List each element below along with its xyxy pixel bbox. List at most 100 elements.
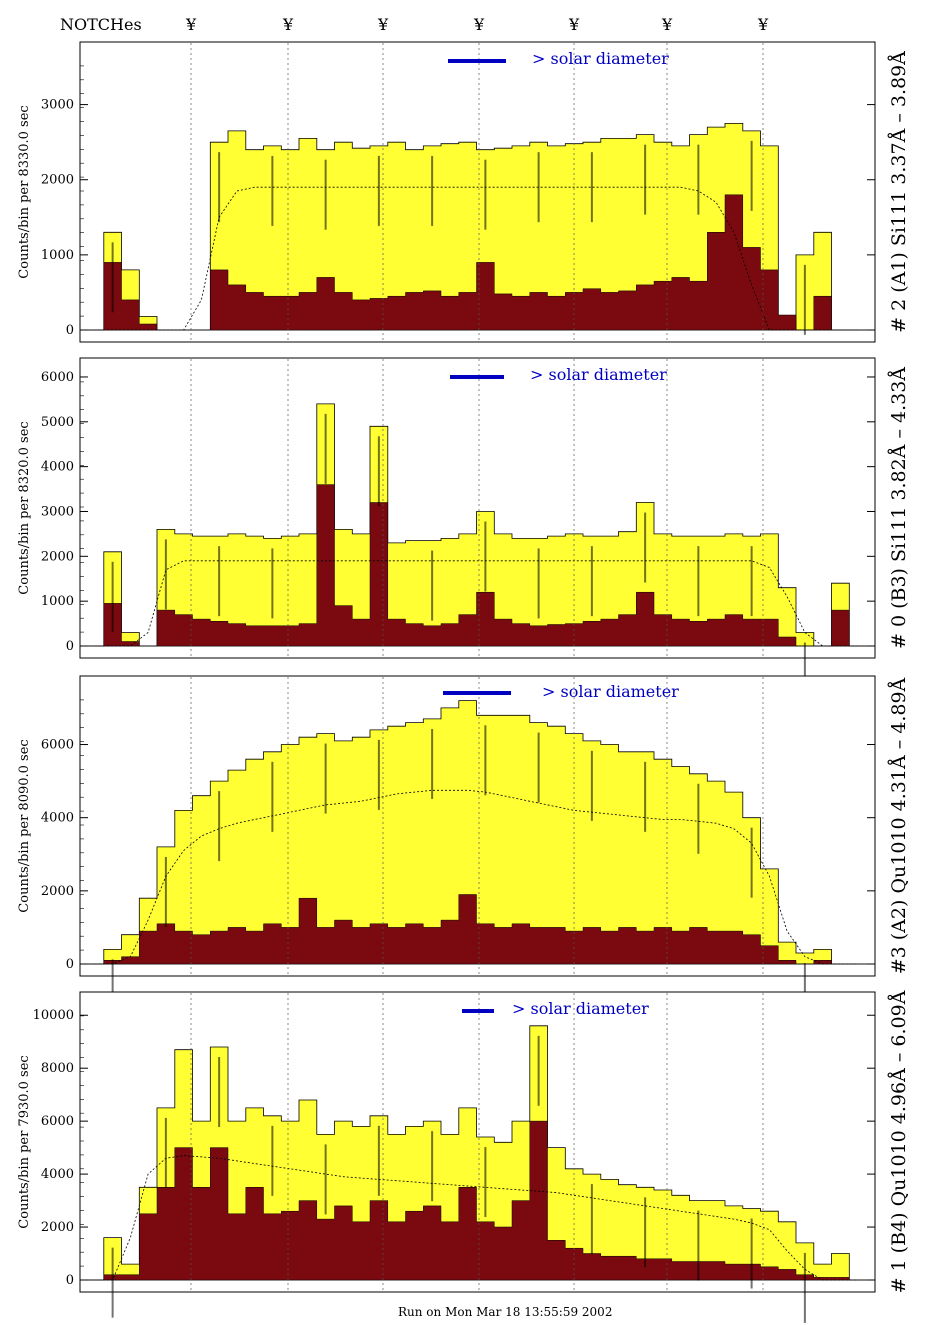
line-id-label [537,732,540,803]
line-id-label [377,155,380,226]
y-tick-label: 6000 [41,738,74,753]
line-id-label [644,1197,647,1268]
line-id-label [271,155,274,226]
line-id-label [431,728,434,799]
legend-bar [462,1009,494,1013]
y-tick-label: 2000 [41,549,74,564]
y-tick-label: 4000 [41,1167,74,1182]
y-axis-label: Counts/bin per 8330.0 sec [17,105,32,278]
panel-a1: 0 1000 2000 3000 Counts/bin per 8330.0 sec # … [17,41,910,343]
line-id-label [697,1210,700,1281]
line-id-label [164,539,167,610]
line-id-label [218,791,221,862]
y-tick-label: 2000 [41,884,74,899]
line-id-label [750,546,753,617]
total-counts-series [86,700,867,965]
y-tick-label: 6000 [41,370,74,385]
y-tick-label: 10000 [33,1008,74,1023]
line-id-label [644,144,647,215]
legend-text: > solar diameter [542,682,679,701]
legend-text: > solar diameter [532,49,669,68]
y-tick-label: 6000 [41,1114,74,1129]
line-id-label [431,155,434,226]
y-tick-label: 5000 [41,415,74,430]
line-id-label [377,436,380,507]
notches-label: NOTCHes [60,15,142,34]
notch-marker: ¥ [757,15,769,34]
line-id-label [218,152,221,223]
core-counts-series [86,894,867,965]
line-id-label [537,548,540,619]
line-id-label [697,546,700,617]
line-id-label [324,1144,327,1215]
y-tick-label: 8000 [41,1061,74,1076]
total-counts-series [86,403,867,647]
y-tick-label: 0 [66,1273,74,1288]
y-tick-label: 1000 [41,248,74,263]
line-id-label [271,1125,274,1196]
y-axis-label: Counts/bin per 7930.0 sec [17,1055,32,1228]
y-tick-label: 4000 [41,811,74,826]
core-counts-series [86,484,867,647]
y-tick-label: 3000 [41,504,74,519]
line-id-label [644,512,647,583]
panel-b3: 0 1000 2000 3000 4000 5000 6000 Counts/bin per … [17,357,910,713]
panel-title: # 1 (B4) Qu1010 4.96Å – 6.09Å [888,990,910,1293]
line-id-label [750,827,753,898]
line-id-label [111,1247,114,1318]
line-id-label [750,140,753,211]
y-tick-label: 2000 [41,1220,74,1235]
model-curve [94,560,859,647]
model-curve [94,1155,859,1281]
line-id-label [697,783,700,854]
line-id-label [537,152,540,223]
y-axis-label: Counts/bin per 8320.0 sec [17,421,32,594]
notch-marker: ¥ [185,15,197,34]
legend-bar [448,59,506,63]
line-id-label [271,761,274,832]
line-id-label [484,159,487,230]
y-tick-label: 4000 [41,460,74,475]
line-id-label [431,1131,434,1202]
line-id-label [377,739,380,810]
run-timestamp: Run on Mon Mar 18 13:55:59 2002 [398,1305,612,1319]
y-tick-label: 2000 [41,173,74,188]
line-id-label [271,548,274,619]
line-id-label [164,856,167,927]
panel-title: # 2 (A1) Si111 3.37Å – 3.89Å [888,51,910,333]
panel-title: # 0 (B3) Si111 3.82Å – 4.33Å [888,367,910,649]
line-id-label [111,242,114,313]
line-id-label [324,159,327,230]
line-id-label [697,144,700,215]
line-id-label [590,152,593,223]
legend-text: > solar diameter [512,999,649,1018]
legend-bar [450,375,504,379]
panel-b4: 0 2000 4000 6000 8000 10000 Counts/bin per 793… [17,990,910,1323]
legend-text: > solar diameter [530,365,667,384]
line-id-label [218,1057,221,1128]
panel-title: #3 (A2) Qu1010 4.31Å – 4.89Å [888,677,910,974]
line-id-label [803,264,806,335]
line-id-label [164,1117,167,1188]
core-counts-series [86,1120,867,1281]
notch-marker: ¥ [282,15,294,34]
line-id-label [377,1125,380,1196]
notch-marker: ¥ [661,15,673,34]
panels: 0 1000 2000 3000 Counts/bin per 8330.0 sec # … [17,41,910,1323]
line-id-label [431,550,434,621]
legend-bar [443,691,511,695]
notch-marker: ¥ [473,15,485,34]
y-tick-label: 1000 [41,594,74,609]
line-id-label [644,761,647,832]
line-id-label [218,546,221,617]
line-id-label [750,1218,753,1289]
notch-marker: ¥ [568,15,580,34]
line-id-label [590,546,593,617]
line-id-label [537,1035,540,1106]
core-counts-series [86,194,867,331]
model-curve [94,186,859,331]
notches-header: NOTCHes ¥ ¥ ¥ ¥ ¥ ¥ ¥ [60,15,769,34]
line-id-label [484,521,487,592]
line-id-label [803,1252,806,1323]
